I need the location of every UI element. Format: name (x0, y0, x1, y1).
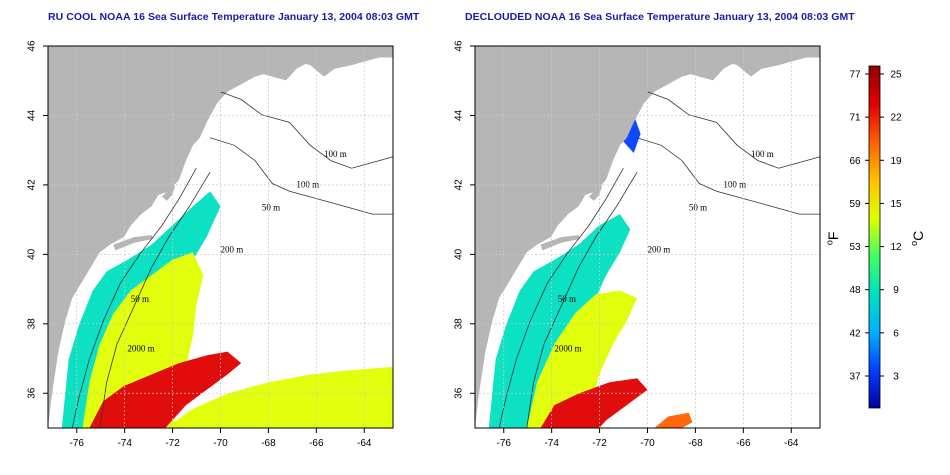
left-contour-line (220, 91, 394, 169)
left-contour-label: 200 m (221, 244, 244, 254)
left-lat-tick-label: 38 (27, 318, 38, 330)
left-lon-tick-label: -64 (357, 438, 372, 449)
left-lat-tick-label: 46 (27, 40, 38, 52)
left-lon-tick-label: -68 (261, 438, 276, 449)
right-panel-title: DECLOUDED NOAA 16 Sea Surface Temperatur… (465, 11, 855, 23)
left-sst-band (89, 351, 242, 428)
left-nova-scotia (241, 46, 393, 85)
left-cape-cod (161, 179, 175, 201)
left-contour-line (209, 137, 393, 215)
left-bathymetry-contours (71, 91, 394, 429)
left-contour-line (71, 168, 197, 429)
left-map-body: 100 m 100 m 50 m 200 m 50 m 2000 m -76 -74 -72 -7… (27, 40, 394, 449)
left-panel-title: RU COOL NOAA 16 Sea Surface Temperature … (48, 11, 420, 23)
left-lat-tick-label: 42 (27, 179, 38, 191)
left-lon-tick-label: -76 (70, 438, 85, 449)
left-lat-tick-label: 40 (27, 248, 38, 260)
left-map-frame (47, 45, 394, 429)
left-lon-tick-label: -72 (165, 438, 180, 449)
left-lon-tick-label: -66 (309, 438, 324, 449)
left-lon-tick-label: -74 (117, 438, 132, 449)
left-lat-tick-label: 36 (27, 387, 38, 399)
left-lon-tick-label: -70 (213, 438, 228, 449)
left-contour-label: 50 m (131, 294, 149, 304)
fahrenheit-unit-label: oF (824, 231, 842, 246)
left-contour-label: 100 m (296, 179, 319, 189)
left-contour-label: 100 m (324, 149, 347, 159)
left-contour-label: 50 m (262, 202, 280, 212)
left-mainland (48, 46, 393, 428)
left-contour-label: 2000 m (127, 344, 154, 354)
left-contour-line (99, 171, 211, 429)
left-lat-tick-label: 44 (27, 109, 38, 121)
left-long-island (113, 235, 154, 251)
celsius-unit-label: oC (909, 230, 926, 246)
left-sst-band (165, 366, 393, 428)
